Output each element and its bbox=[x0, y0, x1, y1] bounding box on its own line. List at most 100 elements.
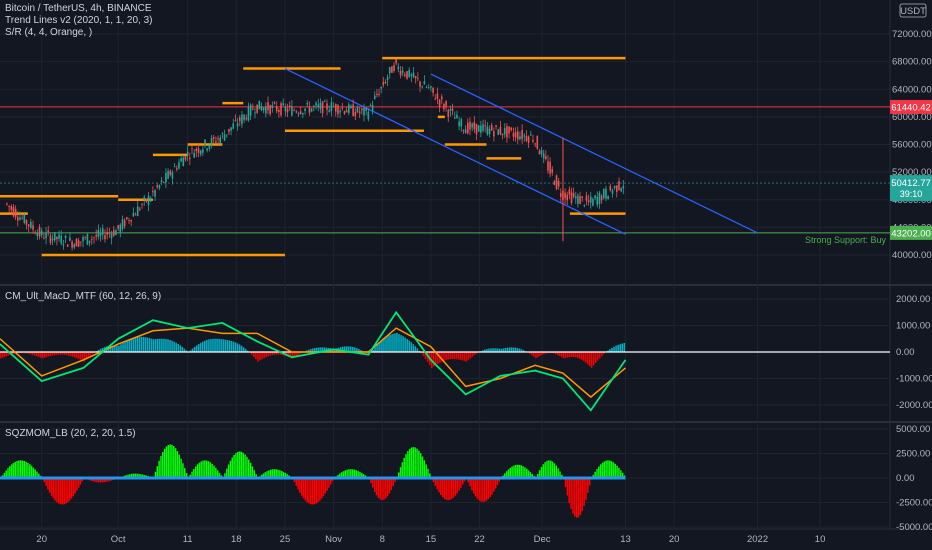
macd-hist-bar bbox=[447, 352, 449, 360]
sqz-bar bbox=[242, 452, 245, 478]
macd-hist-bar bbox=[319, 347, 322, 352]
sqz-bar bbox=[572, 478, 574, 514]
sqz-bar bbox=[458, 478, 460, 491]
macd-hist-bar bbox=[341, 346, 344, 352]
trendlines-indicator-label[interactable]: Trend Lines v2 (2020, 1, 1, 20, 3) bbox=[5, 15, 153, 26]
sqz-bar bbox=[511, 466, 513, 478]
macd-hist-bar bbox=[189, 350, 192, 352]
sqz-bar bbox=[235, 453, 237, 478]
sqz-bar bbox=[587, 478, 589, 493]
support-badge-text: 43202.00 bbox=[891, 228, 931, 239]
candle-body bbox=[456, 114, 458, 119]
candle-body bbox=[130, 219, 132, 222]
candle-body bbox=[367, 111, 370, 120]
candle-body bbox=[21, 217, 23, 219]
macd-hist-bar bbox=[366, 352, 368, 354]
candle-body bbox=[169, 170, 172, 175]
sqz-bar bbox=[599, 464, 602, 478]
sqz-bar bbox=[509, 467, 512, 478]
macd-hist-bar bbox=[582, 352, 585, 362]
macd-hist-bar bbox=[553, 352, 555, 354]
sqz-bar bbox=[216, 470, 219, 478]
date-label: 20 bbox=[36, 534, 47, 545]
candle-body bbox=[182, 157, 185, 167]
macd-hist-bar bbox=[490, 348, 492, 352]
sqz-bar bbox=[472, 478, 475, 494]
candle-body bbox=[499, 126, 502, 135]
macd-hist-bar bbox=[271, 352, 274, 356]
macd-pane[interactable] bbox=[0, 310, 890, 412]
sqz-bar bbox=[81, 478, 84, 482]
sqz-bar bbox=[130, 473, 133, 478]
time-axis[interactable]: 20 Oct 11 18 25 Nov 8 15 22 Dec 13 20 2022 10 bbox=[36, 534, 825, 545]
macd-hist-bar bbox=[500, 348, 502, 352]
macd-hist-bar bbox=[347, 346, 350, 352]
sqz-bar bbox=[306, 478, 308, 503]
sqz-bar bbox=[27, 462, 29, 478]
sqz-bar bbox=[18, 460, 20, 478]
date-label: Oct bbox=[111, 534, 126, 545]
candle-body bbox=[419, 81, 421, 87]
macd-hist-bar bbox=[89, 352, 92, 356]
macd-hist-bar bbox=[295, 352, 298, 356]
candle-body bbox=[334, 104, 337, 112]
price-tick-label: 40000.00 bbox=[892, 250, 932, 261]
price-axis[interactable]: 72000.00 68000.00 64000.00 60000.00 56000.00… bbox=[890, 3, 932, 533]
macd-hist-bar bbox=[269, 352, 272, 356]
candle-body bbox=[553, 181, 556, 185]
sr-indicator-label[interactable]: S/R (4, 4, Orange, ) bbox=[5, 27, 93, 38]
macd-hist-bar bbox=[588, 352, 591, 367]
sqz-bar bbox=[498, 478, 501, 482]
macd-hist-bar bbox=[374, 347, 376, 352]
candle-body bbox=[38, 226, 41, 237]
date-label: 13 bbox=[620, 534, 631, 545]
macd-hist-bar bbox=[204, 340, 206, 352]
sqz-bar bbox=[609, 460, 611, 478]
macd-hist-bar bbox=[152, 339, 155, 352]
macd-hist-bar bbox=[453, 352, 455, 360]
macd-hist-bar bbox=[51, 352, 54, 356]
candle-body bbox=[64, 235, 67, 238]
candle-body bbox=[99, 232, 102, 236]
price-tick-label: 52000.00 bbox=[892, 167, 932, 178]
candle-body bbox=[145, 199, 148, 202]
candle-body bbox=[208, 145, 211, 149]
macd-hist-bar bbox=[384, 337, 386, 352]
macd-hist-bar bbox=[354, 347, 356, 352]
sqz-bar bbox=[268, 470, 270, 478]
sqz-bar bbox=[515, 464, 517, 478]
sqz-bar bbox=[381, 478, 383, 501]
macd-hist-bar bbox=[230, 340, 233, 352]
candle-body bbox=[534, 143, 536, 145]
price-pane[interactable]: Strong Support: Buy bbox=[0, 56, 890, 257]
candle-body bbox=[210, 137, 213, 146]
macd-hist-bar bbox=[351, 346, 354, 352]
sqz-bar bbox=[454, 478, 457, 496]
macd-hist-bar bbox=[53, 352, 56, 356]
candle-body bbox=[40, 230, 43, 236]
sqz-bar bbox=[480, 478, 482, 502]
sqz-bar bbox=[419, 453, 422, 478]
candle-body bbox=[434, 98, 437, 100]
squeeze-momentum-pane[interactable] bbox=[0, 444, 626, 518]
sqz-bar bbox=[496, 478, 499, 486]
macd-hist-bar bbox=[621, 343, 624, 352]
sqz-legend[interactable]: SQZMOM_LB (20, 2, 20, 1.5) bbox=[5, 428, 136, 439]
macd-line bbox=[0, 310, 627, 412]
symbol-title[interactable]: Bitcoin / TetherUS, 4h, BINANCE bbox=[5, 3, 152, 14]
candle-body bbox=[306, 102, 309, 105]
sqz-bar bbox=[143, 474, 146, 478]
macd-hist-bar bbox=[112, 345, 114, 352]
sqz-bar bbox=[491, 478, 493, 495]
macd-hist-bar bbox=[253, 352, 255, 358]
sqz-bar bbox=[209, 462, 212, 478]
candle-body bbox=[189, 157, 191, 159]
sqz-bar bbox=[418, 450, 420, 478]
macd-hist-bar bbox=[570, 352, 573, 357]
macd-hist-bar bbox=[406, 338, 408, 352]
candle-body bbox=[412, 72, 415, 78]
macd-legend[interactable]: CM_Ult_MacD_MTF (60, 12, 26, 9) bbox=[5, 291, 161, 302]
candle-body bbox=[326, 103, 328, 110]
candle-body bbox=[17, 216, 19, 221]
